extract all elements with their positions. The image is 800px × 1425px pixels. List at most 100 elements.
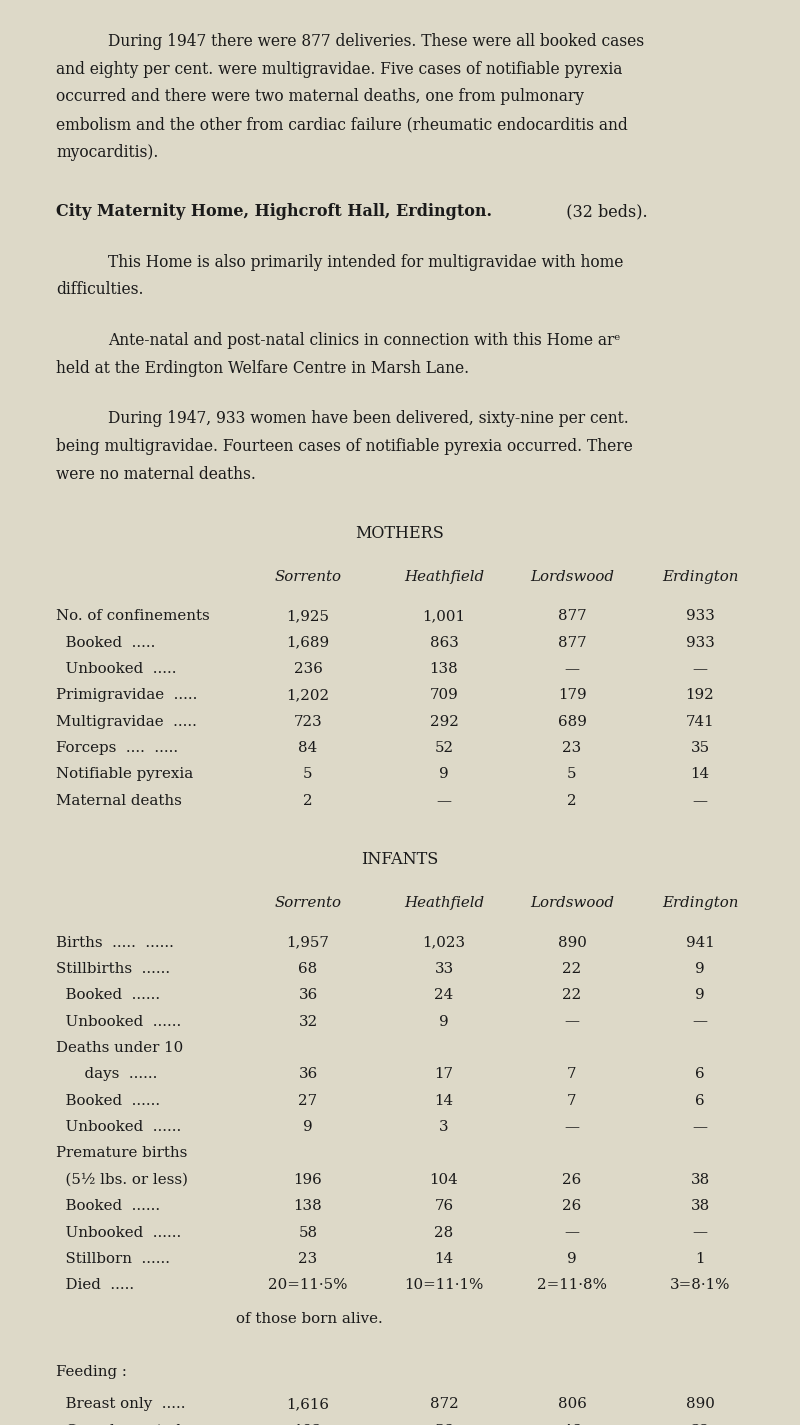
Text: occurred and there were two maternal deaths, one from pulmonary: occurred and there were two maternal dea… (56, 88, 584, 105)
Text: 26: 26 (562, 1173, 582, 1187)
Text: 6: 6 (695, 1067, 705, 1082)
Text: —: — (693, 663, 707, 675)
Text: 179: 179 (558, 688, 586, 703)
Text: 741: 741 (686, 715, 714, 728)
Text: Lordswood: Lordswood (530, 896, 614, 911)
Text: Unbooked  ......: Unbooked ...... (56, 1226, 182, 1240)
Text: 5: 5 (303, 768, 313, 781)
Text: 723: 723 (294, 715, 322, 728)
Text: 1,689: 1,689 (286, 636, 330, 650)
Text: 1,001: 1,001 (422, 610, 466, 623)
Text: Unbooked  ......: Unbooked ...... (56, 1120, 182, 1134)
Text: Stillborn  ......: Stillborn ...... (56, 1253, 170, 1265)
Text: 17: 17 (434, 1067, 454, 1082)
Text: Breast only  .....: Breast only ..... (56, 1398, 186, 1411)
Text: Primigravidae  .....: Primigravidae ..... (56, 688, 198, 703)
Text: 933: 933 (686, 636, 714, 650)
Text: Erdington: Erdington (662, 570, 738, 584)
Text: 709: 709 (430, 688, 458, 703)
Text: 6: 6 (695, 1094, 705, 1107)
Text: Booked  .....: Booked ..... (56, 636, 155, 650)
Text: 9: 9 (695, 989, 705, 1002)
Text: City Maternity Home, Highcroft Hall, Erdington.: City Maternity Home, Highcroft Hall, Erd… (56, 204, 492, 219)
Text: 196: 196 (294, 1173, 322, 1187)
Text: —: — (565, 1120, 579, 1134)
Text: 806: 806 (558, 1398, 586, 1411)
Text: 32: 32 (298, 1015, 318, 1029)
Text: 52: 52 (434, 741, 454, 755)
Text: —: — (565, 663, 579, 675)
Text: 28: 28 (434, 1226, 454, 1240)
Text: 1,925: 1,925 (286, 610, 330, 623)
Text: days  ......: days ...... (56, 1067, 158, 1082)
Text: 20=11·5%: 20=11·5% (268, 1278, 348, 1292)
Text: 1,957: 1,957 (286, 936, 330, 949)
Text: 1: 1 (695, 1253, 705, 1265)
Text: Erdington: Erdington (662, 896, 738, 911)
Text: myocarditis).: myocarditis). (56, 144, 158, 161)
Text: 863: 863 (430, 636, 458, 650)
Text: held at the Erdington Welfare Centre in Marsh Lane.: held at the Erdington Welfare Centre in … (56, 361, 469, 376)
Text: 22: 22 (562, 962, 582, 976)
Text: Stillbirths  ......: Stillbirths ...... (56, 962, 170, 976)
Text: INFANTS: INFANTS (362, 852, 438, 868)
Text: 2: 2 (303, 794, 313, 808)
Text: 9: 9 (439, 768, 449, 781)
Text: 1,023: 1,023 (422, 936, 466, 949)
Text: 84: 84 (298, 741, 318, 755)
Text: 23: 23 (562, 741, 582, 755)
Text: 9: 9 (695, 962, 705, 976)
Text: Forceps  ....  .....: Forceps .... ..... (56, 741, 178, 755)
Text: Feeding :: Feeding : (56, 1365, 127, 1379)
Text: 941: 941 (686, 936, 714, 949)
Text: Ante-natal and post-natal clinics in connection with this Home arᵉ: Ante-natal and post-natal clinics in con… (108, 332, 620, 349)
Text: 35: 35 (690, 741, 710, 755)
Text: 5: 5 (567, 768, 577, 781)
Text: 24: 24 (434, 989, 454, 1002)
Text: 22: 22 (562, 989, 582, 1002)
Text: 292: 292 (430, 715, 458, 728)
Text: MOTHERS: MOTHERS (356, 526, 444, 542)
Text: 7: 7 (567, 1067, 577, 1082)
Text: 23: 23 (298, 1253, 318, 1265)
Text: —: — (693, 1226, 707, 1240)
Text: 14: 14 (690, 768, 710, 781)
Text: 877: 877 (558, 610, 586, 623)
Text: 38: 38 (690, 1173, 710, 1187)
Text: —: — (693, 1120, 707, 1134)
Text: 7: 7 (567, 1094, 577, 1107)
Text: Sorrento: Sorrento (274, 570, 342, 584)
Text: Births  .....  ......: Births ..... ...... (56, 936, 174, 949)
Text: Heathfield: Heathfield (404, 570, 484, 584)
Text: (5½ lbs. or less): (5½ lbs. or less) (56, 1173, 188, 1187)
Text: 877: 877 (558, 636, 586, 650)
Text: 14: 14 (434, 1094, 454, 1107)
Text: Unbooked  .....: Unbooked ..... (56, 663, 177, 675)
Text: Notifiable pyrexia: Notifiable pyrexia (56, 768, 194, 781)
Text: (32 beds).: (32 beds). (556, 204, 648, 219)
Text: 872: 872 (430, 1398, 458, 1411)
Text: 890: 890 (686, 1398, 714, 1411)
Text: 2: 2 (567, 794, 577, 808)
Text: 26: 26 (562, 1200, 582, 1213)
Text: 1,616: 1,616 (286, 1398, 330, 1411)
Text: This Home is also primarily intended for multigravidae with home: This Home is also primarily intended for… (108, 254, 623, 271)
Text: —: — (565, 1226, 579, 1240)
Text: 68: 68 (298, 962, 318, 976)
Text: Booked  ......: Booked ...... (56, 989, 160, 1002)
Text: Heathfield: Heathfield (404, 896, 484, 911)
Text: 76: 76 (434, 1200, 454, 1213)
Text: 890: 890 (558, 936, 586, 949)
Text: Multigravidae  .....: Multigravidae ..... (56, 715, 197, 728)
Text: 3: 3 (439, 1120, 449, 1134)
Text: —: — (693, 1015, 707, 1029)
Text: 33: 33 (434, 962, 454, 976)
Text: Unbooked  ......: Unbooked ...... (56, 1015, 182, 1029)
Text: Maternal deaths: Maternal deaths (56, 794, 182, 808)
Text: —: — (437, 794, 451, 808)
Text: 9: 9 (303, 1120, 313, 1134)
Text: 1,202: 1,202 (286, 688, 330, 703)
Text: 689: 689 (558, 715, 586, 728)
Text: No. of confinements: No. of confinements (56, 610, 210, 623)
Text: 9: 9 (439, 1015, 449, 1029)
